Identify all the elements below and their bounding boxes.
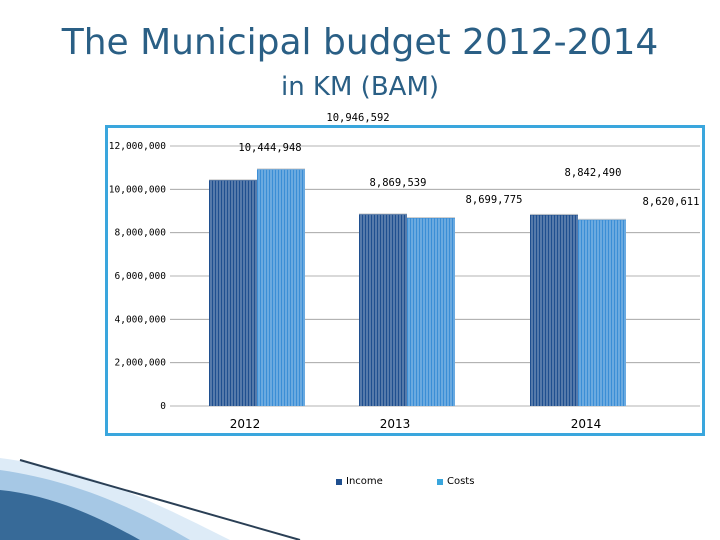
x-tick-label: 2014 (571, 417, 602, 431)
value-label: 10,444,948 (238, 142, 301, 154)
decorative-wave (0, 458, 230, 540)
legend-swatch-costs (437, 478, 443, 485)
value-label: 8,699,775 (466, 194, 523, 206)
y-tick-label: 4,000,000 (115, 314, 167, 325)
legend-label-costs: Costs (447, 476, 475, 487)
y-tick-label: 2,000,000 (115, 358, 167, 369)
x-tick-label: 2012 (230, 417, 261, 431)
chart-frame (105, 125, 705, 436)
page-subtitle: in KM (BAM) (280, 72, 440, 102)
legend-label-income: Income (346, 476, 383, 487)
y-tick-label: 0 (160, 401, 166, 412)
y-tick-label: 8,000,000 (115, 228, 167, 239)
decorative-line (19, 459, 301, 540)
x-tick-label: 2013 (380, 417, 411, 431)
y-tick-label: 6,000,000 (115, 271, 167, 282)
value-label: 8,620,611 (643, 196, 700, 208)
value-label: 8,869,539 (370, 177, 427, 189)
page-title: The Municipal budget 2012-2014 (61, 22, 659, 63)
value-label: 8,842,490 (565, 167, 622, 179)
value-label: 10,946,592 (326, 112, 389, 124)
y-tick-label: 12,000,000 (109, 141, 166, 152)
y-tick-label: 10,000,000 (109, 184, 166, 195)
legend-item-income: Income (336, 476, 383, 487)
legend-item-costs: Costs (437, 476, 474, 487)
legend-swatch-income (336, 478, 342, 485)
